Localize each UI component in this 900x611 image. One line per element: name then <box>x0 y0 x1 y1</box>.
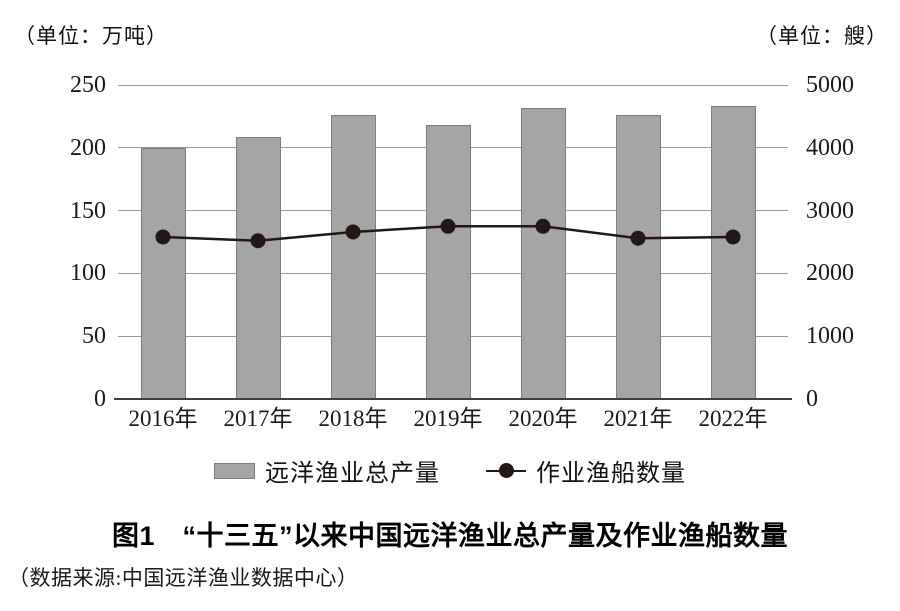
legend-item-vessels: 作业渔船数量 <box>486 453 686 488</box>
left-tick-0: 0 <box>94 386 106 412</box>
x-label-2016年: 2016年 <box>128 406 198 431</box>
left-tick-200: 200 <box>70 134 106 161</box>
dot-icon <box>498 463 514 478</box>
bar-2022年 <box>710 105 756 399</box>
bar-swatch-icon <box>214 462 255 479</box>
right-tick-3000: 3000 <box>806 197 854 224</box>
bar-2018年 <box>330 115 376 399</box>
x-axis-baseline <box>114 397 792 400</box>
figure-title: 图1 “十三五”以来中国远洋渔业总产量及作业渔船数量 <box>111 521 788 551</box>
legend-label-production: 远洋渔业总产量 <box>265 461 440 487</box>
line-point-2020年 <box>535 218 551 234</box>
plot-area <box>118 84 788 399</box>
legend-label-vessels: 作业渔船数量 <box>536 461 686 487</box>
left-axis-unit-label: （单位：万吨） <box>14 24 168 48</box>
x-label-2020年: 2020年 <box>508 406 578 431</box>
right-tick-2000: 2000 <box>806 260 854 287</box>
line-point-2016年 <box>155 229 171 245</box>
x-label-2021年: 2021年 <box>603 406 673 431</box>
data-source: （数据来源:中国远洋渔业数据中心） <box>8 566 359 590</box>
x-label-2018年: 2018年 <box>318 406 388 431</box>
line-point-2021年 <box>630 230 646 246</box>
left-tick-50: 50 <box>82 323 106 350</box>
legend-item-production: 远洋渔业总产量 <box>214 453 440 488</box>
line-point-2019年 <box>440 218 456 234</box>
gridline-250 <box>118 84 788 86</box>
vessel-line-series <box>155 218 741 249</box>
right-tick-1000: 1000 <box>806 323 854 350</box>
bar-2021年 <box>615 115 661 399</box>
left-tick-100: 100 <box>70 260 106 287</box>
x-label-2019年: 2019年 <box>413 406 483 431</box>
right-tick-0: 0 <box>806 386 818 412</box>
line-point-2018年 <box>345 224 361 240</box>
right-tick-4000: 4000 <box>806 134 854 161</box>
right-tick-5000: 5000 <box>806 72 854 98</box>
bar-2017年 <box>235 136 281 399</box>
legend: 远洋渔业总产量 作业渔船数量 <box>0 453 900 488</box>
x-label-2017年: 2017年 <box>223 406 293 431</box>
left-tick-150: 150 <box>70 197 106 224</box>
line-point-2022年 <box>725 229 741 245</box>
right-axis-unit-label: （单位：艘） <box>756 24 888 48</box>
line-point-2017年 <box>250 233 266 249</box>
line-marker-icon <box>486 463 526 479</box>
bar-2016年 <box>140 147 186 399</box>
bar-2020年 <box>520 107 566 399</box>
x-label-2022年: 2022年 <box>698 406 768 431</box>
bar-2019年 <box>425 125 471 399</box>
left-tick-250: 250 <box>70 72 106 98</box>
